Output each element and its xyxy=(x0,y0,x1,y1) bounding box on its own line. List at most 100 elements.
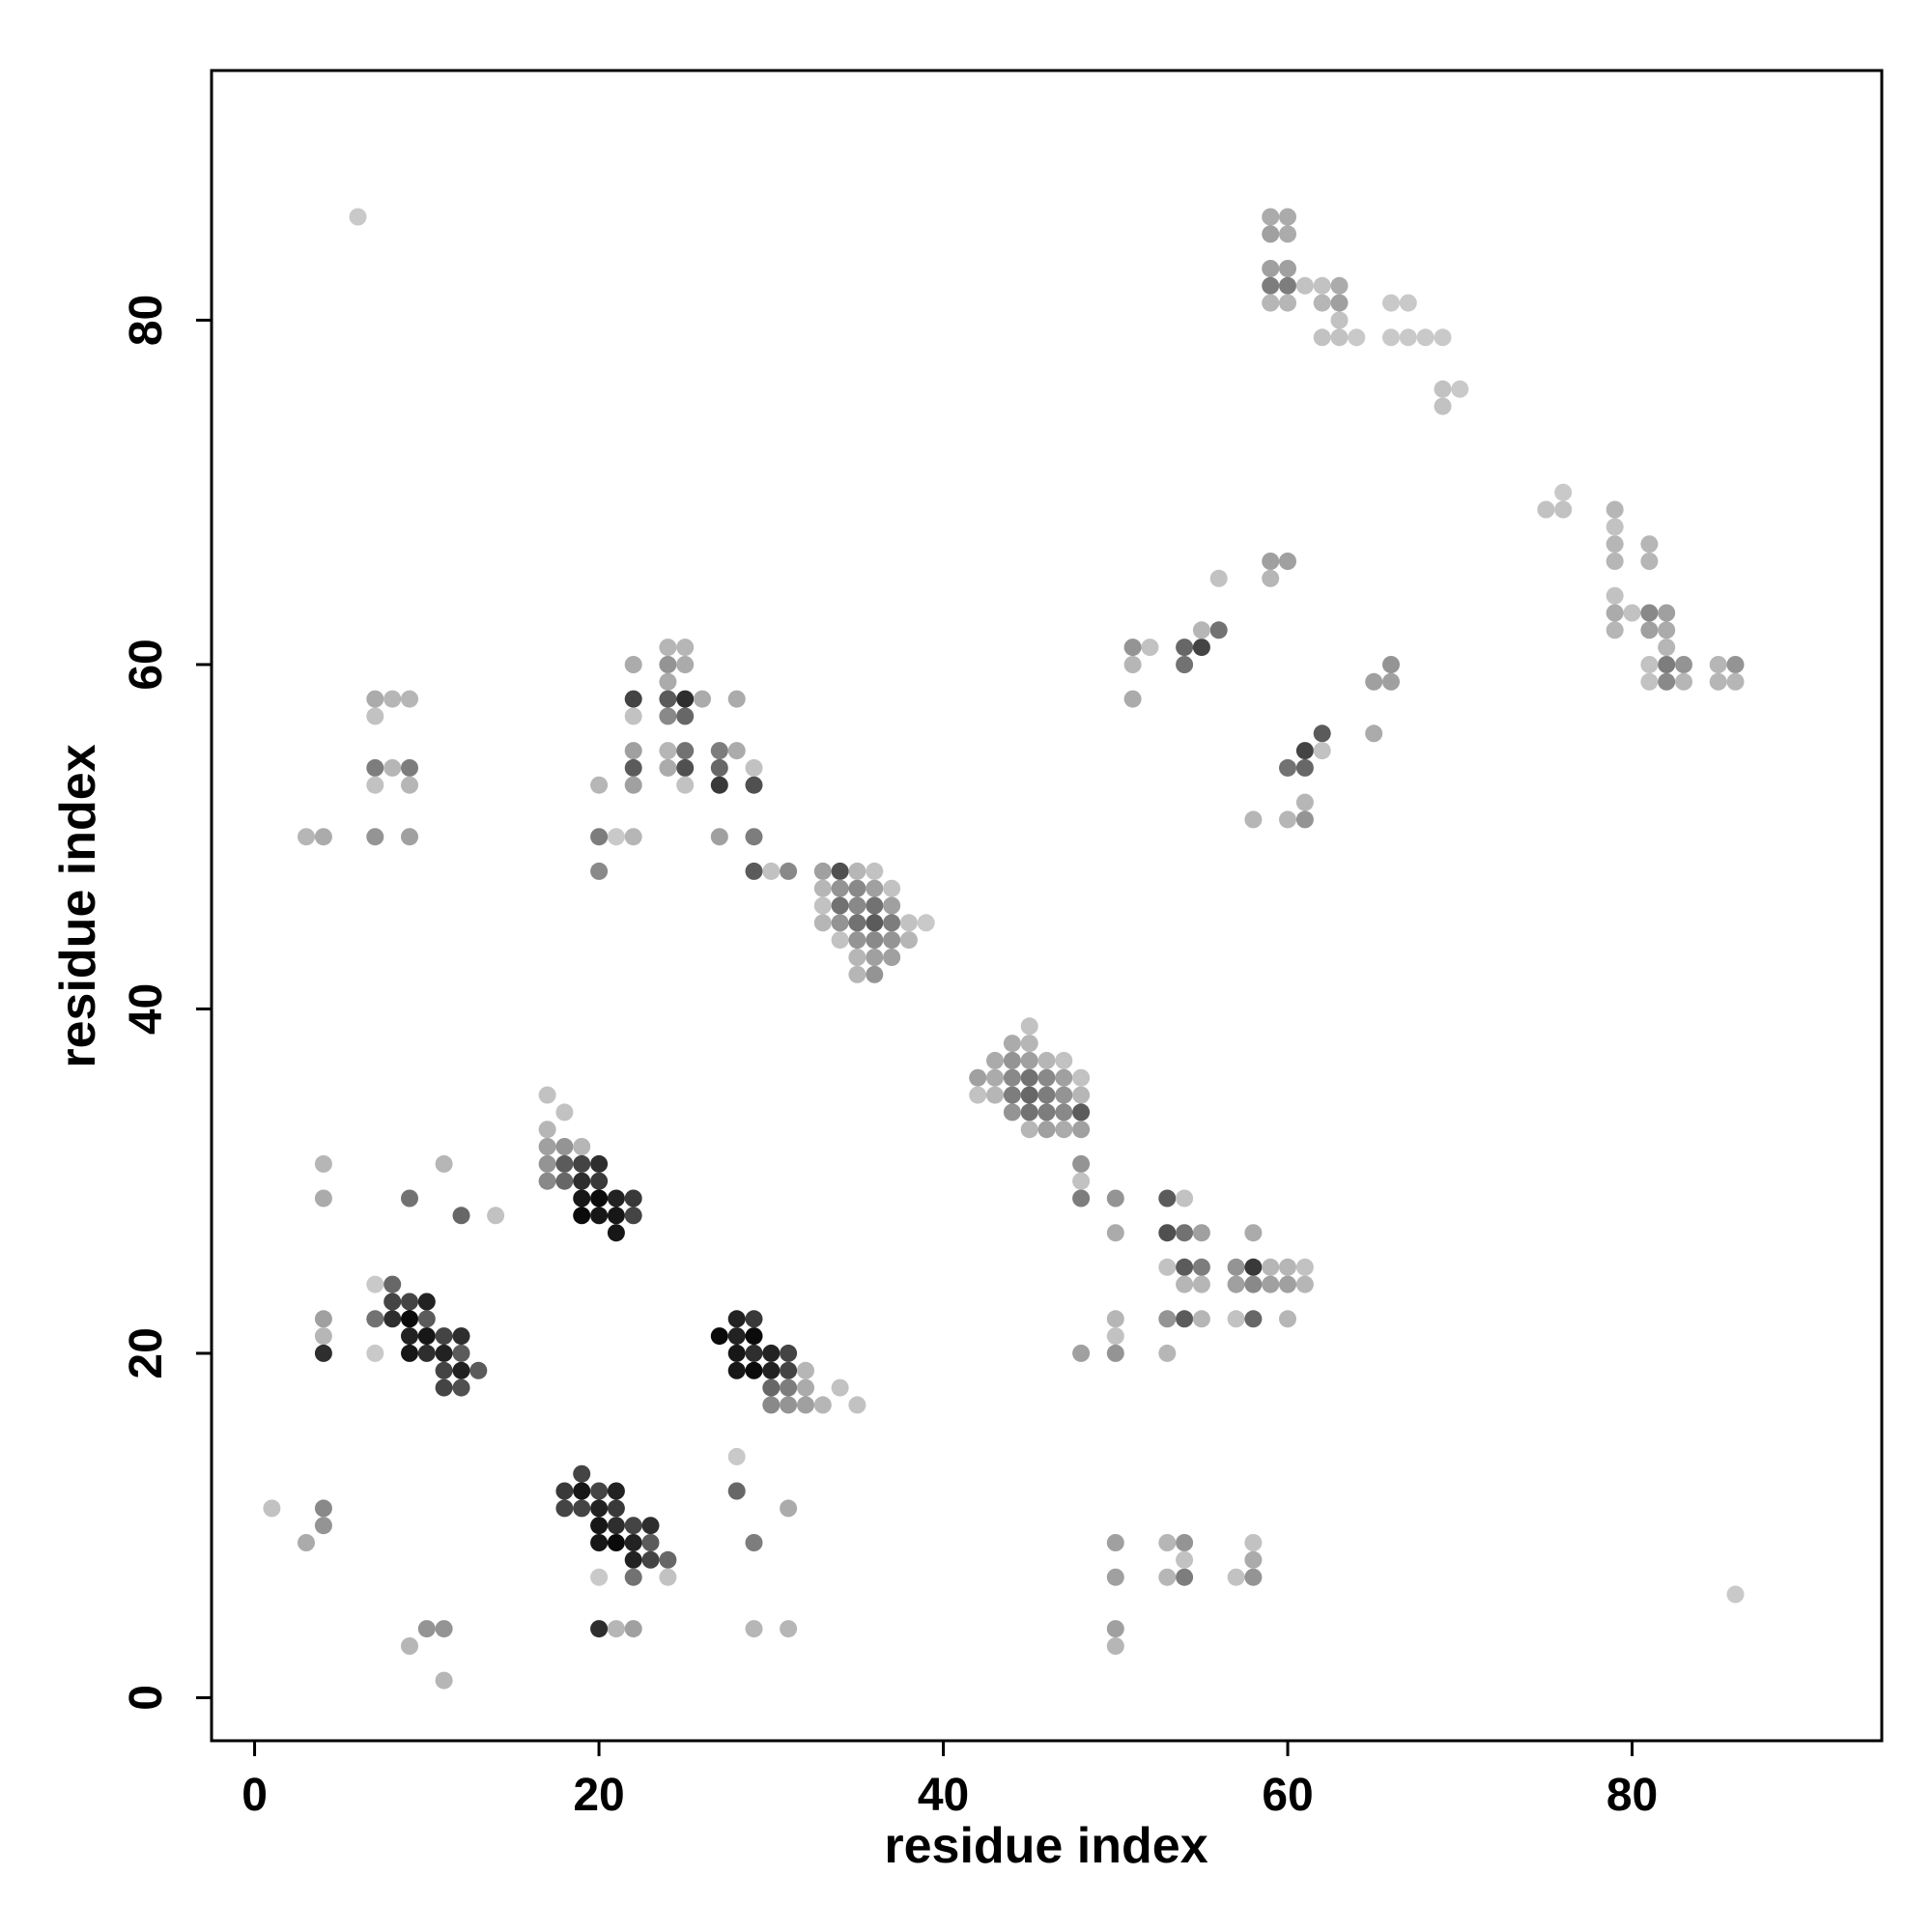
data-point xyxy=(1348,328,1366,347)
data-point xyxy=(745,1361,763,1379)
x-tick-label: 0 xyxy=(242,1770,268,1821)
data-point xyxy=(831,896,849,915)
data-point xyxy=(1605,553,1624,570)
y-axis-label: residue index xyxy=(50,744,106,1067)
data-point xyxy=(1279,758,1296,777)
data-point xyxy=(1658,621,1676,639)
data-point xyxy=(831,931,849,950)
data-point xyxy=(831,914,849,932)
data-point xyxy=(745,1534,763,1551)
data-point xyxy=(866,879,884,897)
data-point xyxy=(694,690,711,708)
data-point xyxy=(1020,1051,1038,1069)
data-point xyxy=(1227,1568,1245,1586)
data-point xyxy=(624,828,642,846)
data-point xyxy=(1279,810,1296,829)
data-point xyxy=(366,1344,384,1362)
y-tick-label: 60 xyxy=(121,639,172,690)
data-point xyxy=(831,1378,849,1397)
data-point xyxy=(1554,483,1573,501)
data-point xyxy=(314,1344,332,1362)
data-point xyxy=(1434,328,1452,347)
data-point xyxy=(1227,1275,1245,1293)
data-point xyxy=(831,862,849,880)
data-point xyxy=(573,1464,591,1483)
data-point xyxy=(1295,758,1314,777)
y-tick-label: 40 xyxy=(121,983,172,1035)
data-point xyxy=(1709,656,1727,673)
data-point xyxy=(590,1517,609,1535)
data-point xyxy=(607,1534,625,1551)
data-point xyxy=(1192,621,1210,639)
data-point xyxy=(435,1378,453,1397)
data-point xyxy=(848,931,867,950)
data-point xyxy=(986,1068,1004,1087)
data-point xyxy=(1262,1258,1280,1276)
data-point xyxy=(641,1517,660,1535)
data-point xyxy=(384,1293,402,1311)
data-points xyxy=(263,208,1745,1690)
y-tick-label: 20 xyxy=(121,1327,172,1378)
data-point xyxy=(797,1378,814,1397)
data-point xyxy=(641,1550,660,1569)
data-point xyxy=(1605,500,1624,519)
data-point xyxy=(1640,604,1659,622)
data-point xyxy=(848,896,867,915)
data-point xyxy=(401,1637,418,1655)
data-point xyxy=(1192,1258,1210,1276)
data-point xyxy=(1640,656,1659,673)
data-point xyxy=(659,1568,677,1586)
data-point xyxy=(762,1396,781,1414)
data-point xyxy=(1158,1568,1177,1586)
data-point xyxy=(555,1138,574,1155)
data-point xyxy=(848,1396,867,1414)
data-point xyxy=(1003,1068,1021,1087)
data-point xyxy=(607,1517,625,1535)
data-point xyxy=(452,1344,470,1362)
data-point xyxy=(1037,1121,1056,1139)
data-point xyxy=(1434,397,1452,415)
data-point xyxy=(1020,1068,1038,1087)
data-point xyxy=(417,1310,436,1328)
data-point xyxy=(573,1138,591,1155)
data-point xyxy=(555,1482,574,1500)
data-point xyxy=(848,879,867,897)
data-point xyxy=(780,1361,798,1379)
data-point xyxy=(676,690,695,708)
data-point xyxy=(1037,1103,1056,1122)
data-point xyxy=(813,879,832,897)
data-point xyxy=(573,1499,591,1518)
data-point xyxy=(969,1068,987,1087)
x-axis: 0 20 40 60 80 xyxy=(242,1741,1658,1821)
data-point xyxy=(1176,1258,1194,1276)
data-point xyxy=(607,1224,625,1242)
data-point xyxy=(590,828,609,846)
data-point xyxy=(1192,1310,1210,1328)
data-point xyxy=(1209,569,1228,587)
data-point xyxy=(797,1361,814,1379)
data-point xyxy=(1554,500,1573,519)
data-point xyxy=(417,1327,436,1346)
data-point xyxy=(1244,1275,1263,1293)
data-point xyxy=(1399,328,1417,347)
data-point xyxy=(1330,294,1349,312)
data-point xyxy=(1072,1068,1091,1087)
data-point xyxy=(745,828,763,846)
data-point xyxy=(1106,1620,1124,1638)
data-point xyxy=(1158,1258,1177,1276)
data-point xyxy=(624,707,642,725)
data-point xyxy=(1244,1258,1263,1276)
data-point xyxy=(1020,1103,1038,1122)
data-point xyxy=(969,1086,987,1104)
data-point xyxy=(452,1327,470,1346)
data-point xyxy=(1262,569,1280,587)
data-point xyxy=(745,1344,763,1362)
data-point xyxy=(435,1620,453,1638)
data-point xyxy=(659,707,677,725)
data-point xyxy=(1313,742,1331,760)
data-point xyxy=(745,776,763,794)
data-point xyxy=(590,776,609,794)
data-point xyxy=(899,914,918,932)
data-point xyxy=(1020,1086,1038,1104)
